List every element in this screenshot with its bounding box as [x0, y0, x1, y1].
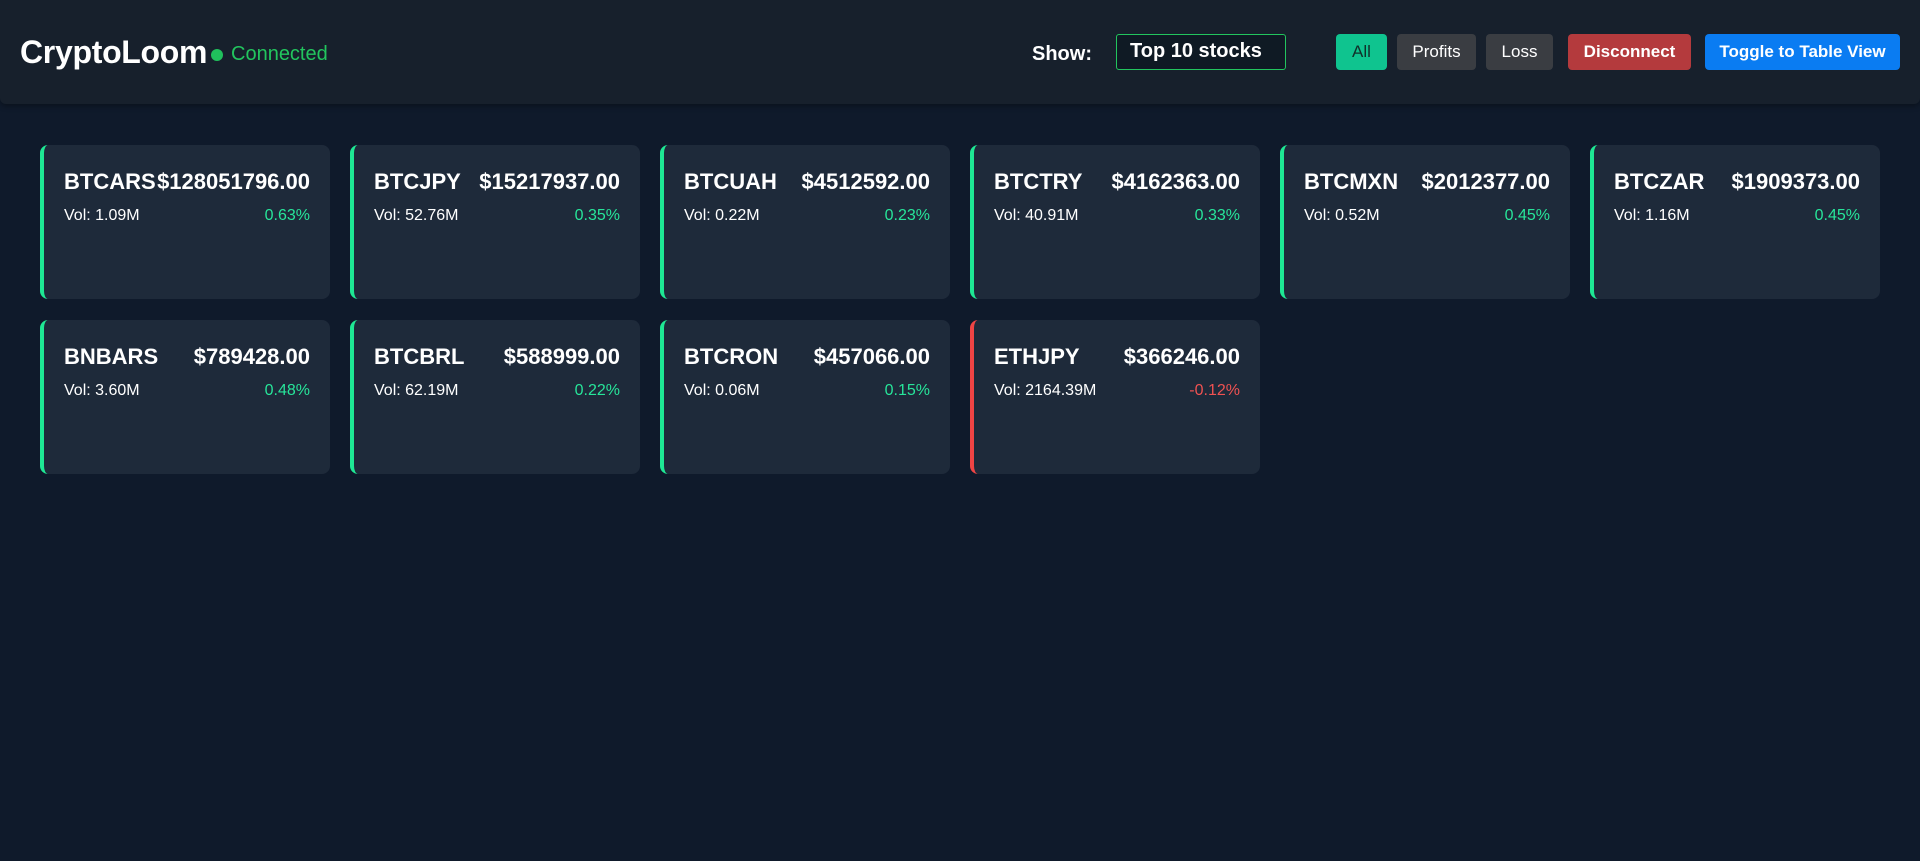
ticker-volume: Vol: 1.16M	[1614, 207, 1690, 224]
ticker-card[interactable]: BTCJPY $15217937.00 Vol: 52.76M 0.35%	[350, 145, 640, 299]
ticker-change: 0.33%	[1194, 207, 1240, 224]
ticker-card[interactable]: BTCMXN $2012377.00 Vol: 0.52M 0.45%	[1280, 145, 1570, 299]
filter-profits-button[interactable]: Profits	[1397, 34, 1476, 70]
ticker-volume: Vol: 0.22M	[684, 207, 760, 224]
ticker-change: 0.45%	[1504, 207, 1550, 224]
ticker-symbol: BNBARS	[64, 344, 159, 369]
ticker-card[interactable]: BTCUAH $4512592.00 Vol: 0.22M 0.23%	[660, 145, 950, 299]
ticker-price: $366246.00	[1123, 344, 1240, 369]
ticker-change: 0.45%	[1814, 207, 1860, 224]
filter-loss-button[interactable]: Loss	[1486, 34, 1553, 70]
ticker-symbol: BTCZAR	[1614, 169, 1705, 194]
ticker-symbol: BTCJPY	[374, 169, 461, 194]
ticker-volume: Vol: 3.60M	[64, 382, 140, 399]
ticker-symbol: BTCARS	[64, 169, 156, 194]
ticker-price: $789428.00	[193, 344, 310, 369]
disconnect-button[interactable]: Disconnect	[1568, 34, 1691, 70]
connection-status: Connected	[211, 43, 328, 66]
ticker-card[interactable]: BTCARS $128051796.00 Vol: 1.09M 0.63%	[40, 145, 330, 299]
ticker-volume: Vol: 52.76M	[374, 207, 459, 224]
ticker-volume: Vol: 1.09M	[64, 207, 140, 224]
ticker-price: $1909373.00	[1731, 169, 1860, 194]
ticker-price: $15217937.00	[479, 169, 620, 194]
ticker-symbol: BTCUAH	[684, 169, 777, 194]
ticker-card[interactable]: BTCBRL $588999.00 Vol: 62.19M 0.22%	[350, 320, 640, 474]
ticker-change: 0.22%	[574, 382, 620, 399]
ticker-symbol: BTCTRY	[994, 169, 1083, 194]
ticker-grid: BTCARS $128051796.00 Vol: 1.09M 0.63% BT…	[40, 145, 1880, 474]
ticker-symbol: ETHJPY	[994, 344, 1080, 369]
ticker-volume: Vol: 62.19M	[374, 382, 459, 399]
ticker-volume: Vol: 0.06M	[684, 382, 760, 399]
ticker-symbol: BTCMXN	[1304, 169, 1399, 194]
ticker-price: $128051796.00	[157, 169, 310, 194]
brand-title: CryptoLoom	[20, 34, 208, 70]
ticker-price: $4162363.00	[1111, 169, 1240, 194]
ticker-card[interactable]: ETHJPY $366246.00 Vol: 2164.39M -0.12%	[970, 320, 1260, 474]
ticker-change: 0.48%	[264, 382, 310, 399]
ticker-price: $588999.00	[503, 344, 620, 369]
ticker-card[interactable]: BTCRON $457066.00 Vol: 0.06M 0.15%	[660, 320, 950, 474]
top-bar: CryptoLoom Connected Show: Top 10 stocks…	[0, 0, 1920, 104]
ticker-change: 0.23%	[884, 207, 930, 224]
ticker-change: 0.35%	[574, 207, 620, 224]
ticker-volume: Vol: 2164.39M	[994, 382, 1097, 399]
ticker-volume: Vol: 0.52M	[1304, 207, 1380, 224]
ticker-symbol: BTCRON	[684, 344, 779, 369]
ticker-card[interactable]: BNBARS $789428.00 Vol: 3.60M 0.48%	[40, 320, 330, 474]
filter-all-button[interactable]: All	[1336, 34, 1387, 70]
ticker-volume: Vol: 40.91M	[994, 207, 1079, 224]
status-text: Connected	[231, 43, 328, 65]
ticker-change: 0.15%	[884, 382, 930, 399]
ticker-price: $2012377.00	[1421, 169, 1550, 194]
show-select[interactable]: Top 10 stocks	[1116, 34, 1286, 70]
ticker-change: 0.63%	[264, 207, 310, 224]
ticker-card[interactable]: BTCZAR $1909373.00 Vol: 1.16M 0.45%	[1590, 145, 1880, 299]
show-label: Show:	[1032, 43, 1092, 65]
ticker-symbol: BTCBRL	[374, 344, 465, 369]
status-dot-icon	[211, 48, 223, 61]
ticker-price: $457066.00	[813, 344, 930, 369]
ticker-card[interactable]: BTCTRY $4162363.00 Vol: 40.91M 0.33%	[970, 145, 1260, 299]
ticker-change: -0.12%	[1189, 382, 1240, 399]
ticker-price: $4512592.00	[801, 169, 930, 194]
toggle-table-view-button[interactable]: Toggle to Table View	[1705, 34, 1900, 70]
